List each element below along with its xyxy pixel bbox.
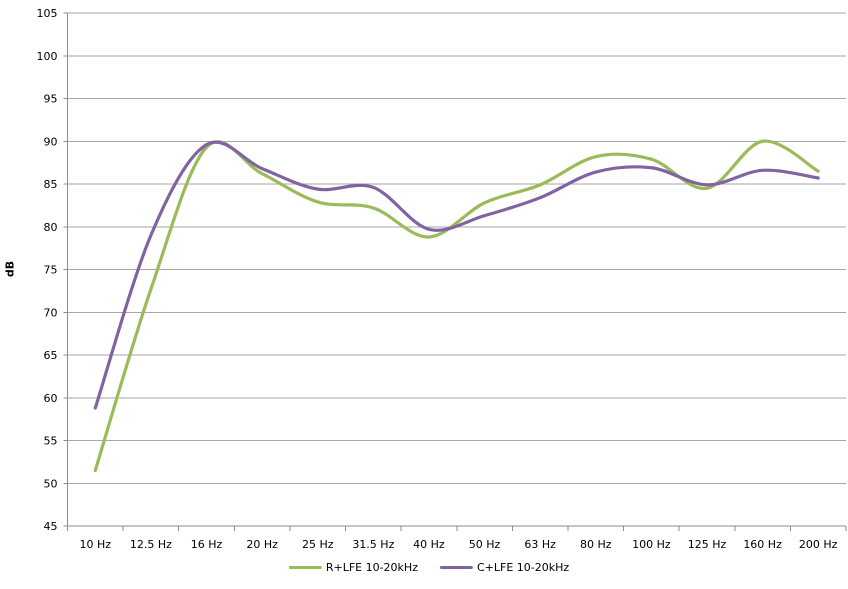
y-axis-title: dB [3, 260, 17, 278]
x-axis-label: 12.5 Hz [130, 538, 172, 551]
y-axis-label: 55 [44, 435, 58, 448]
x-axis-label: 200 Hz [799, 538, 838, 551]
axis-ticks [63, 12, 847, 531]
y-axis-label: 75 [44, 264, 58, 277]
y-axis-label: 45 [44, 520, 58, 533]
y-axis-label: 105 [37, 7, 58, 20]
x-axis-label: 50 Hz [469, 538, 501, 551]
x-axis-label: 31.5 Hz [352, 538, 394, 551]
x-axis-label: 80 Hz [580, 538, 612, 551]
legend-swatch-r-icon [288, 565, 322, 570]
x-axis-label: 25 Hz [302, 538, 334, 551]
y-axis-label: 70 [44, 306, 58, 319]
y-axis-labels: 45 50 55 60 65 70 75 80 85 90 95 100 105 [37, 7, 58, 533]
x-axis-label: 160 Hz [743, 538, 782, 551]
y-axis-label: 65 [44, 349, 58, 362]
y-axis-label: 90 [44, 135, 58, 148]
x-axis-labels: 10 Hz 12.5 Hz 16 Hz 20 Hz 25 Hz 31.5 Hz 40 Hz 5… [80, 538, 838, 551]
legend-item-c: C+LFE 10-20kHz [439, 561, 570, 574]
series-path-1 [93, 140, 820, 410]
x-axis-label: 63 Hz [524, 538, 556, 551]
y-axis-label: 50 [44, 477, 58, 490]
y-axis-label: 80 [44, 221, 58, 234]
y-axis-label: 100 [37, 50, 58, 63]
x-axis-label: 40 Hz [413, 538, 445, 551]
y-gridlines [67, 12, 846, 484]
legend: R+LFE 10-20kHz C+LFE 10-20kHz [288, 561, 570, 574]
y-axis-label: 95 [44, 93, 58, 106]
legend-item-r: R+LFE 10-20kHz [288, 561, 418, 574]
x-axis-label: 100 Hz [632, 538, 671, 551]
x-axis-label: 16 Hz [191, 538, 223, 551]
x-axis-label: 20 Hz [246, 538, 278, 551]
y-axis-label: 60 [44, 392, 58, 405]
x-axis-label: 125 Hz [688, 538, 727, 551]
series-path-0 [93, 139, 820, 473]
x-axis-label: 10 Hz [80, 538, 112, 551]
legend-label-r: R+LFE 10-20kHz [325, 561, 418, 574]
legend-label-c: C+LFE 10-20kHz [476, 561, 570, 574]
y-axis-label: 85 [44, 178, 58, 191]
legend-swatch-c-icon [439, 565, 473, 570]
